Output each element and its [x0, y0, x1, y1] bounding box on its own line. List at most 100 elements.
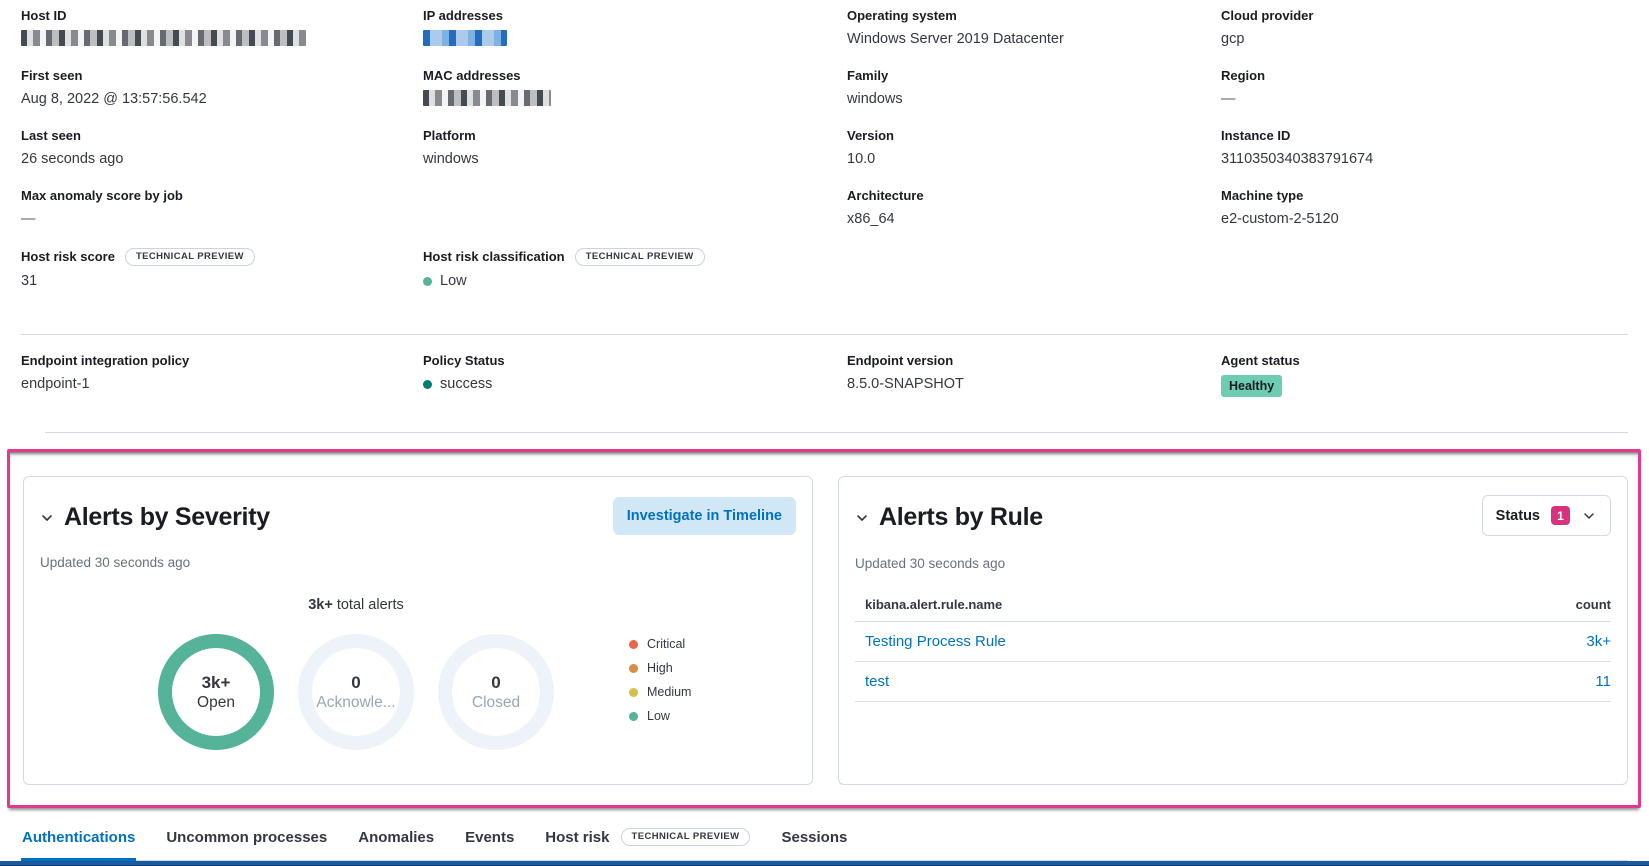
- alerts-by-rule-table: kibana.alert.rule.name count Testing Pro…: [855, 597, 1611, 702]
- field-policy-status: Policy Status success: [423, 353, 847, 397]
- card-title: Alerts by Rule: [879, 503, 1043, 531]
- field-empty: [1221, 248, 1628, 291]
- card-title: Alerts by Severity: [64, 503, 270, 531]
- alerts-highlight-annotation: Alerts by Severity Investigate in Timeli…: [7, 449, 1641, 808]
- investigate-in-timeline-button[interactable]: Investigate in Timeline: [612, 497, 796, 535]
- technical-preview-badge: TECHNICAL PREVIEW: [620, 828, 751, 846]
- redacted-ip-value: [423, 30, 507, 46]
- field-label: Machine type: [1221, 188, 1304, 203]
- tab-label: Anomalies: [358, 828, 435, 846]
- field-label: Version: [847, 128, 894, 143]
- legend-item-critical: Critical: [629, 637, 691, 651]
- legend-label: Medium: [647, 685, 692, 699]
- field-label: Max anomaly score by job: [21, 188, 183, 203]
- legend-item-high: High: [629, 661, 691, 675]
- field-value: Low: [440, 273, 467, 289]
- field-version: Version 10.0: [847, 128, 1221, 169]
- field-value: 26 seconds ago: [21, 151, 124, 167]
- status-filter-dropdown[interactable]: Status 1: [1481, 495, 1611, 536]
- field-host-risk-classification: Host risk classification TECHNICAL PREVI…: [423, 248, 847, 291]
- host-detail-tabs: Authentications Uncommon processes Anoma…: [21, 822, 1628, 861]
- field-instance-id: Instance ID 3110350340383791674: [1221, 128, 1628, 169]
- table-header-row: kibana.alert.rule.name count: [855, 597, 1611, 622]
- rule-name-link[interactable]: Testing Process Rule: [865, 633, 1006, 650]
- field-value: 3110350340383791674: [1221, 151, 1374, 167]
- field-value: windows: [423, 151, 479, 167]
- alerts-by-rule-card: Alerts by Rule Status 1 Updated 30 secon…: [838, 476, 1628, 785]
- host-overview-section: Host ID IP addresses Operating system Wi…: [21, 8, 1628, 433]
- legend-item-medium: Medium: [629, 685, 691, 699]
- redacted-host-id-value: [21, 30, 306, 46]
- field-label: Cloud provider: [1221, 8, 1314, 23]
- field-label: Endpoint version: [847, 353, 954, 368]
- chevron-down-icon: [857, 514, 867, 521]
- tab-events[interactable]: Events: [464, 823, 515, 861]
- closed-alerts-donut[interactable]: 0 Closed: [438, 634, 554, 750]
- donut-value: 3k+: [201, 672, 231, 692]
- legend-item-low: Low: [629, 709, 691, 723]
- policy-success-dot: [423, 380, 432, 389]
- table-row: test 11: [855, 662, 1611, 702]
- tab-label: Uncommon processes: [166, 828, 328, 846]
- bottom-blue-bar: [0, 861, 1649, 866]
- high-dot: [629, 663, 638, 673]
- section-divider: [21, 334, 1628, 335]
- field-value: gcp: [1221, 31, 1245, 47]
- tab-label: Events: [465, 828, 515, 846]
- chevron-down-icon: [42, 514, 52, 521]
- acknowledged-alerts-donut[interactable]: 0 Acknowle...: [298, 634, 414, 750]
- field-machine-type: Machine type e2-custom-2-5120: [1221, 188, 1628, 229]
- donut-label: Open: [197, 693, 235, 711]
- alerts-severity-accordion-toggle[interactable]: Alerts by Severity: [40, 503, 270, 532]
- low-dot: [629, 711, 638, 721]
- status-filter-count-badge: 1: [1551, 506, 1570, 525]
- legend-label: Low: [647, 709, 670, 723]
- tab-anomalies[interactable]: Anomalies: [357, 823, 435, 861]
- section-divider: [45, 432, 1628, 433]
- field-label: Operating system: [847, 8, 957, 23]
- field-label: Platform: [423, 128, 476, 143]
- field-label: Region: [1221, 68, 1266, 83]
- field-label: Policy Status: [423, 353, 505, 368]
- field-last-seen: Last seen 26 seconds ago: [21, 128, 423, 169]
- tab-sessions[interactable]: Sessions: [780, 823, 848, 861]
- field-value: Aug 8, 2022 @ 13:57:56.542: [21, 91, 207, 107]
- field-value: —: [21, 211, 36, 227]
- field-label: IP addresses: [423, 8, 503, 23]
- field-value: e2-custom-2-5120: [1221, 211, 1339, 227]
- field-value: windows: [847, 91, 903, 107]
- redacted-mac-value: [423, 90, 551, 106]
- field-empty: [423, 188, 847, 229]
- medium-dot: [629, 687, 638, 697]
- legend-label: High: [647, 661, 673, 675]
- rule-count-link[interactable]: 11: [1595, 673, 1611, 690]
- alerts-rule-accordion-toggle[interactable]: Alerts by Rule: [855, 503, 1043, 532]
- donut-label: Closed: [471, 693, 521, 711]
- field-operating-system: Operating system Windows Server 2019 Dat…: [847, 8, 1221, 49]
- field-platform: Platform windows: [423, 128, 847, 169]
- field-host-id: Host ID: [21, 8, 423, 49]
- field-architecture: Architecture x86_64: [847, 188, 1221, 229]
- field-family: Family windows: [847, 68, 1221, 109]
- severity-chart-area: 3k+ total alerts 3k+ Open 0 Acknowle... 0: [40, 597, 796, 750]
- tab-authentications[interactable]: Authentications: [21, 823, 137, 861]
- tab-host-risk[interactable]: Host risk TECHNICAL PREVIEW: [544, 822, 751, 861]
- critical-dot: [629, 639, 638, 649]
- healthy-status-badge: Healthy: [1221, 375, 1283, 397]
- field-label: Host risk score: [21, 249, 115, 264]
- field-value: 31: [21, 273, 38, 289]
- rule-name-link[interactable]: test: [865, 673, 890, 690]
- donut-label: Acknowle...: [316, 693, 396, 711]
- field-label: Host risk classification: [423, 249, 565, 264]
- field-ip-addresses: IP addresses: [423, 8, 847, 49]
- field-first-seen: First seen Aug 8, 2022 @ 13:57:56.542: [21, 68, 423, 109]
- field-label: First seen: [21, 68, 83, 83]
- field-label: Last seen: [21, 128, 81, 143]
- rule-count-link[interactable]: 3k+: [1586, 633, 1611, 650]
- tab-uncommon-processes[interactable]: Uncommon processes: [165, 823, 328, 861]
- status-filter-label: Status: [1495, 507, 1540, 524]
- total-alerts-label: 3k+ total alerts: [158, 597, 554, 613]
- open-alerts-donut[interactable]: 3k+ Open: [158, 634, 274, 750]
- field-label: Agent status: [1221, 353, 1300, 368]
- count-column-header: count: [1575, 597, 1611, 612]
